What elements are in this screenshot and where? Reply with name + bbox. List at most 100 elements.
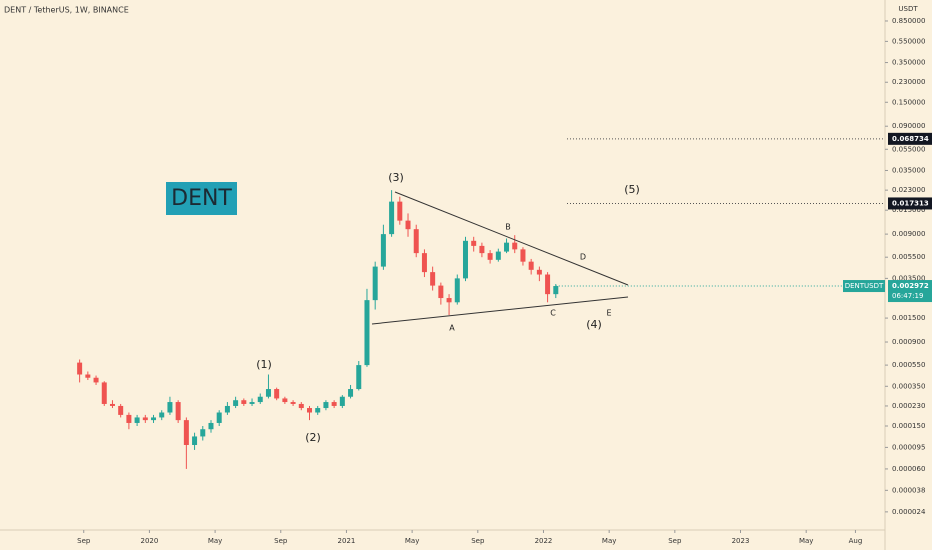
y-tick-label: 0.001500 xyxy=(892,314,925,322)
candle-body xyxy=(101,382,107,404)
x-tick-label: Sep xyxy=(471,537,485,545)
trendline-lower xyxy=(371,296,629,325)
candle-body xyxy=(348,389,354,397)
candle-body xyxy=(454,278,460,303)
candle-body xyxy=(315,408,321,413)
y-tick-label: 0.850000 xyxy=(892,17,925,25)
y-tick-label: 0.150000 xyxy=(892,98,925,106)
candle-body xyxy=(159,412,165,418)
candle-body xyxy=(167,402,173,413)
candle-body xyxy=(356,365,362,390)
dent-badge xyxy=(166,182,237,215)
candles xyxy=(77,190,559,469)
wave-label: (1) xyxy=(256,358,272,371)
y-tick-label: 0.000230 xyxy=(892,402,925,410)
candle-body xyxy=(372,266,378,301)
y-tick-label: 0.000900 xyxy=(892,338,925,346)
candle-body xyxy=(175,402,181,421)
candle-body xyxy=(192,436,198,445)
candle-body xyxy=(290,402,296,404)
dent-badge-text: DENT xyxy=(171,186,232,211)
current-price-tag xyxy=(888,280,932,303)
price-level-label: 0.017313 xyxy=(892,199,929,207)
candle-body xyxy=(430,272,436,286)
y-tick-label: 0.000150 xyxy=(892,422,925,430)
candle-body xyxy=(495,251,501,260)
candle-body xyxy=(380,234,386,267)
candle-body xyxy=(307,408,313,413)
candle-body xyxy=(77,362,83,375)
candle-body xyxy=(224,405,230,413)
candle-body xyxy=(479,245,485,254)
candle-body xyxy=(257,396,263,403)
y-tick-label: 0.003500 xyxy=(892,274,925,282)
y-tick-label: 0.009000 xyxy=(892,230,925,238)
candle-body xyxy=(462,240,468,279)
y-tick-label: 0.000024 xyxy=(892,508,926,516)
price-level-label: 0.068734 xyxy=(892,135,929,143)
candle-body xyxy=(274,389,280,399)
candle-body xyxy=(109,403,115,406)
sub-wave-label: D xyxy=(580,253,586,262)
x-tick-label: Sep xyxy=(77,537,91,545)
y-tick-label: 0.000095 xyxy=(892,443,925,451)
candle-body xyxy=(413,229,419,254)
price-level-tag xyxy=(888,197,932,210)
candle-body xyxy=(397,201,403,221)
y-tick-label: 0.000038 xyxy=(892,486,925,494)
wave-label: (4) xyxy=(586,318,602,331)
wave-label: (5) xyxy=(624,183,640,196)
x-tick-label: May xyxy=(799,537,813,545)
y-tick-label: 0.000060 xyxy=(892,465,925,473)
y-tick-label: 0.000550 xyxy=(892,361,925,369)
candle-body xyxy=(265,389,271,397)
y-tick-label: 0.035000 xyxy=(892,166,925,174)
x-tick-label: May xyxy=(602,537,616,545)
sub-wave-label: E xyxy=(606,309,611,318)
candle-body xyxy=(520,249,526,262)
candle-body xyxy=(151,417,157,421)
candle-body xyxy=(553,286,559,295)
x-tick-label: Sep xyxy=(274,537,288,545)
candle-body xyxy=(323,402,329,409)
symbol-tag xyxy=(843,280,885,293)
candle-body xyxy=(405,220,411,230)
y-tick-label: 0.023000 xyxy=(892,186,925,194)
y-tick-label: 0.000350 xyxy=(892,382,925,390)
currency-label: USDT xyxy=(898,5,918,13)
x-tick-label: 2023 xyxy=(732,537,750,545)
candle-body xyxy=(446,298,452,303)
candle-body xyxy=(512,242,518,250)
x-tick-label: May xyxy=(208,537,222,545)
x-tick-label: 2022 xyxy=(535,537,553,545)
candle-body xyxy=(389,201,395,235)
candle-body xyxy=(200,429,206,437)
candle-body xyxy=(183,420,189,445)
y-tick-label: 0.090000 xyxy=(892,122,925,130)
candle-body xyxy=(487,253,493,260)
wave-label: (3) xyxy=(388,171,404,184)
candle-body xyxy=(545,274,551,295)
candle-body xyxy=(85,374,91,378)
candle-body xyxy=(339,396,345,406)
candle-body xyxy=(118,405,124,415)
candle-body xyxy=(364,300,370,366)
candle-body xyxy=(438,285,444,299)
x-tick-label: May xyxy=(405,537,419,545)
sub-wave-label: B xyxy=(505,223,511,232)
sub-wave-label: C xyxy=(550,309,556,318)
x-tick-label: 2021 xyxy=(338,537,356,545)
y-tick-label: 0.005500 xyxy=(892,253,925,261)
candle-body xyxy=(504,242,510,252)
y-tick-label: 0.350000 xyxy=(892,59,925,67)
candle-body xyxy=(421,253,427,273)
candle-body xyxy=(208,422,214,430)
x-tick-label: 2020 xyxy=(141,537,159,545)
candle-body xyxy=(93,377,99,383)
countdown-label: 06:47:19 xyxy=(892,292,923,300)
price-level-tag xyxy=(888,132,932,145)
candle-body xyxy=(471,240,477,246)
candle-body xyxy=(249,402,255,404)
candle-body xyxy=(298,403,304,409)
chart-title: DENT / TetherUS, 1W, BINANCE xyxy=(4,6,129,15)
